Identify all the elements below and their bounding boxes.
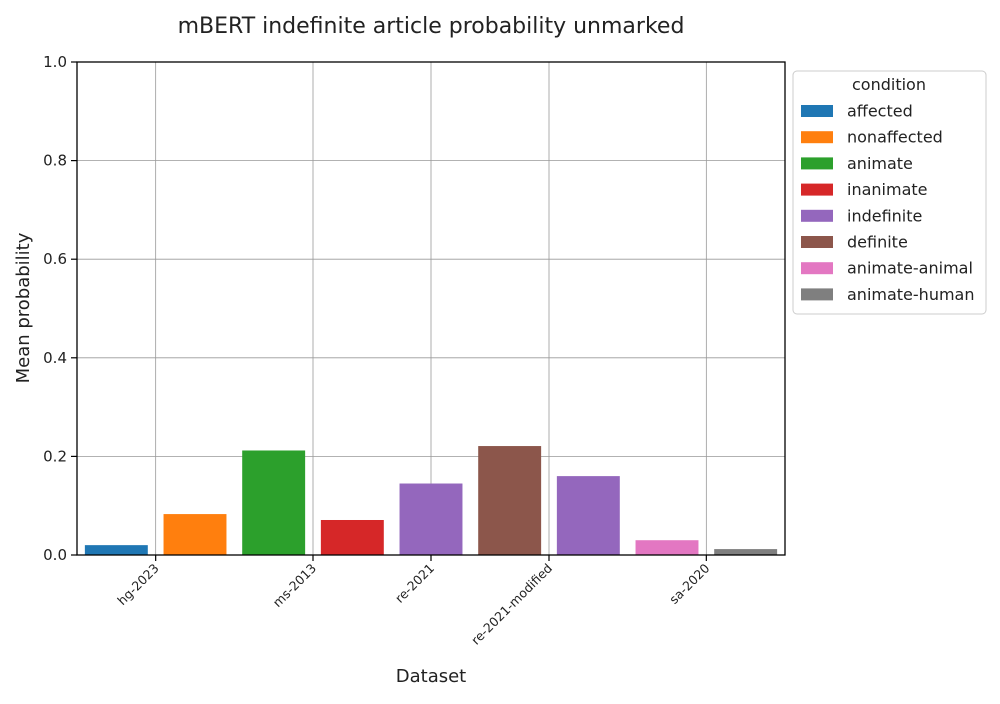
bar-re-2021-modified-indefinite	[556, 476, 620, 555]
bar-sa-2020-animate-human	[714, 549, 778, 555]
y-tick-label: 0.8	[43, 152, 67, 170]
legend-label-animate-human: animate-human	[847, 285, 974, 304]
bar-hg-2023-affected	[84, 545, 148, 555]
legend-swatch-animate-human	[801, 288, 833, 301]
bar-re-2021-modified-definite	[478, 446, 542, 555]
legend-swatch-inanimate	[801, 183, 833, 196]
x-tick-label: re-2021-modified	[468, 561, 555, 648]
x-tick-label: hg-2023	[114, 561, 162, 609]
x-tick-label: re-2021	[392, 561, 437, 606]
legend-frame	[792, 70, 987, 315]
legend-label-inanimate: inanimate	[847, 180, 927, 199]
y-axis: 0.0 0.2 0.4 0.6 0.8 1.0	[43, 53, 77, 564]
bars	[84, 446, 778, 555]
y-axis-label: Mean probability	[13, 232, 34, 383]
y-tick-label: 0.2	[43, 447, 67, 465]
legend: condition affected nonaffected animate inan…	[792, 70, 987, 315]
legend-label-definite: definite	[847, 233, 908, 252]
legend-label-nonaffected: nonaffected	[847, 128, 943, 147]
y-tick-label: 0.0	[43, 546, 67, 564]
legend-swatch-indefinite	[801, 209, 833, 222]
legend-swatch-animate	[801, 157, 833, 170]
x-tick-label: ms-2013	[270, 561, 320, 611]
legend-label-affected: affected	[847, 102, 913, 121]
legend-swatch-animate-animal	[801, 262, 833, 275]
y-tick-label: 0.6	[43, 250, 67, 268]
x-axis-label: Dataset	[396, 666, 467, 687]
legend-title: condition	[852, 75, 926, 94]
legend-swatch-nonaffected	[801, 131, 833, 144]
legend-label-animate-animal: animate-animal	[847, 259, 973, 278]
legend-label-animate: animate	[847, 154, 913, 173]
legend-label-indefinite: indefinite	[847, 206, 922, 225]
bar-re-2021-indefinite	[399, 483, 463, 555]
y-tick-label: 1.0	[43, 53, 67, 71]
x-axis: hg-2023 ms-2013 re-2021 re-2021-modified sa-…	[114, 555, 712, 648]
x-tick-label: sa-2020	[666, 560, 712, 606]
grid-lines	[77, 62, 785, 555]
bar-hg-2023-nonaffected	[163, 514, 227, 555]
y-tick-label: 0.4	[43, 349, 67, 367]
bar-ms-2013-inanimate	[320, 519, 384, 555]
bar-sa-2020-animate-animal	[635, 540, 699, 555]
legend-swatch-definite	[801, 236, 833, 248]
chart-title: mBERT indefinite article probability unm…	[178, 14, 685, 39]
bar-ms-2013-animate	[242, 450, 306, 555]
legend-swatch-affected	[801, 105, 833, 117]
